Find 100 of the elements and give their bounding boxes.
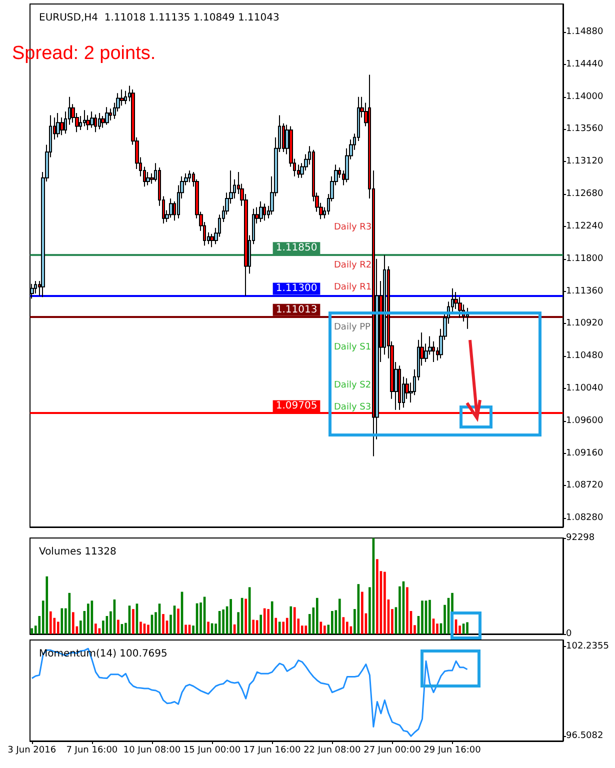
bar xyxy=(117,620,120,634)
bar xyxy=(290,606,292,634)
ref-line-label: 1.11300 xyxy=(276,283,318,294)
bar xyxy=(267,609,270,634)
bar xyxy=(361,592,364,634)
annotation: Daily S1 xyxy=(334,342,372,352)
y-tick-label: 1.12680 xyxy=(566,189,604,200)
bar xyxy=(316,598,318,634)
bar xyxy=(46,576,48,634)
y-tick-label: 1.13560 xyxy=(566,124,604,134)
bar xyxy=(68,592,71,634)
bar xyxy=(323,626,326,634)
bar xyxy=(406,587,408,634)
bar xyxy=(274,618,278,634)
y-tick-label: 1.12240 xyxy=(566,221,604,232)
y-tick-label: 0 xyxy=(566,629,572,639)
y-tick-label: 1.10480 xyxy=(566,351,604,362)
annotation: Daily R3 xyxy=(334,222,372,232)
bar xyxy=(256,620,258,634)
y-tick-label: 1.14880 xyxy=(566,26,604,37)
y-tick-label: 1.08280 xyxy=(566,513,604,524)
bar xyxy=(252,620,254,634)
y-tick-label: 1.11800 xyxy=(566,254,604,264)
x-tick-label: 15 Jun 00:00 xyxy=(183,746,241,756)
x-tick-label: 10 Jun 08:00 xyxy=(123,746,181,756)
bar xyxy=(466,622,468,634)
x-tick-label: 17 Jun 16:00 xyxy=(244,746,301,756)
annotation: Daily S3 xyxy=(334,402,372,412)
y-tick-label: 1.09160 xyxy=(566,448,604,458)
bar xyxy=(162,614,164,634)
candlestick xyxy=(263,203,266,222)
candlestick xyxy=(56,112,60,138)
bar xyxy=(320,622,322,634)
text: Volumes 11328 xyxy=(39,546,116,558)
bar xyxy=(230,599,232,634)
candlestick xyxy=(83,110,86,127)
bar xyxy=(30,628,34,634)
bar xyxy=(428,600,431,634)
bar xyxy=(421,600,424,634)
bar xyxy=(304,626,308,634)
annotation: Daily R1 xyxy=(334,282,372,292)
candlestick xyxy=(90,111,94,128)
ref-line-label: 1.09705 xyxy=(276,400,318,412)
x-tick-label: 3 Jun 2016 xyxy=(8,746,56,756)
bar xyxy=(260,614,262,634)
candlestick xyxy=(466,307,469,330)
y-tick-label: 1.08720 xyxy=(566,480,604,491)
bar xyxy=(376,559,378,634)
y-tick-label: 1.14000 xyxy=(566,92,604,102)
bar xyxy=(184,624,187,634)
candlestick xyxy=(188,170,191,183)
x-tick-label: 22 Jun 08:00 xyxy=(304,746,362,756)
bar xyxy=(263,608,266,634)
ref-line-label: 1.11850 xyxy=(276,242,318,254)
candlestick xyxy=(98,112,101,130)
bar xyxy=(72,612,74,634)
candlestick xyxy=(169,198,173,218)
y-tick-label: 1.13120 xyxy=(566,156,604,167)
bar xyxy=(286,618,288,634)
bar xyxy=(177,608,180,634)
y-tick-label: 92298 xyxy=(566,533,595,543)
x-tick-label: 29 Jun 16:00 xyxy=(424,746,482,756)
y-tick-label: 1.11360 xyxy=(566,286,604,296)
candlestick xyxy=(124,90,127,105)
x-tick-label: 27 Jun 00:00 xyxy=(364,746,422,756)
bar xyxy=(140,622,142,634)
text: EURUSD,H4 1.11018 1.11135 1.10849 1.11043 xyxy=(39,12,280,24)
bar xyxy=(330,611,334,634)
annotation: Daily R2 xyxy=(334,260,372,270)
bar xyxy=(60,608,64,634)
candlestick xyxy=(398,365,401,410)
candlestick xyxy=(146,171,150,186)
y-tick-label: 102.2355 xyxy=(566,641,609,652)
bar xyxy=(207,622,210,634)
y-tick-label: 1.09600 xyxy=(566,416,604,426)
bar xyxy=(244,598,247,634)
bar xyxy=(94,624,97,634)
x-tick-label: 7 Jun 16:00 xyxy=(66,746,118,756)
bar xyxy=(87,604,90,634)
bar xyxy=(222,609,224,634)
bar xyxy=(293,607,296,634)
candlestick xyxy=(259,200,263,223)
annotation: Daily S2 xyxy=(334,380,372,390)
bar xyxy=(56,622,60,634)
candlestick xyxy=(94,114,97,133)
ref-line-label: 1.11013 xyxy=(276,304,318,316)
bar xyxy=(147,624,150,634)
bar xyxy=(282,622,285,634)
bar xyxy=(338,598,341,634)
bar xyxy=(132,609,134,634)
annotation: Daily PP xyxy=(334,322,372,332)
y-tick-label: 1.14440 xyxy=(566,59,604,70)
bar xyxy=(270,601,274,634)
bar xyxy=(49,611,52,634)
bar xyxy=(278,622,281,634)
line-series xyxy=(31,648,468,737)
y-tick-label: 1.10920 xyxy=(566,318,604,329)
bar xyxy=(384,572,386,634)
candlestick xyxy=(105,106,109,126)
y-tick-label: 1.10040 xyxy=(566,384,604,394)
